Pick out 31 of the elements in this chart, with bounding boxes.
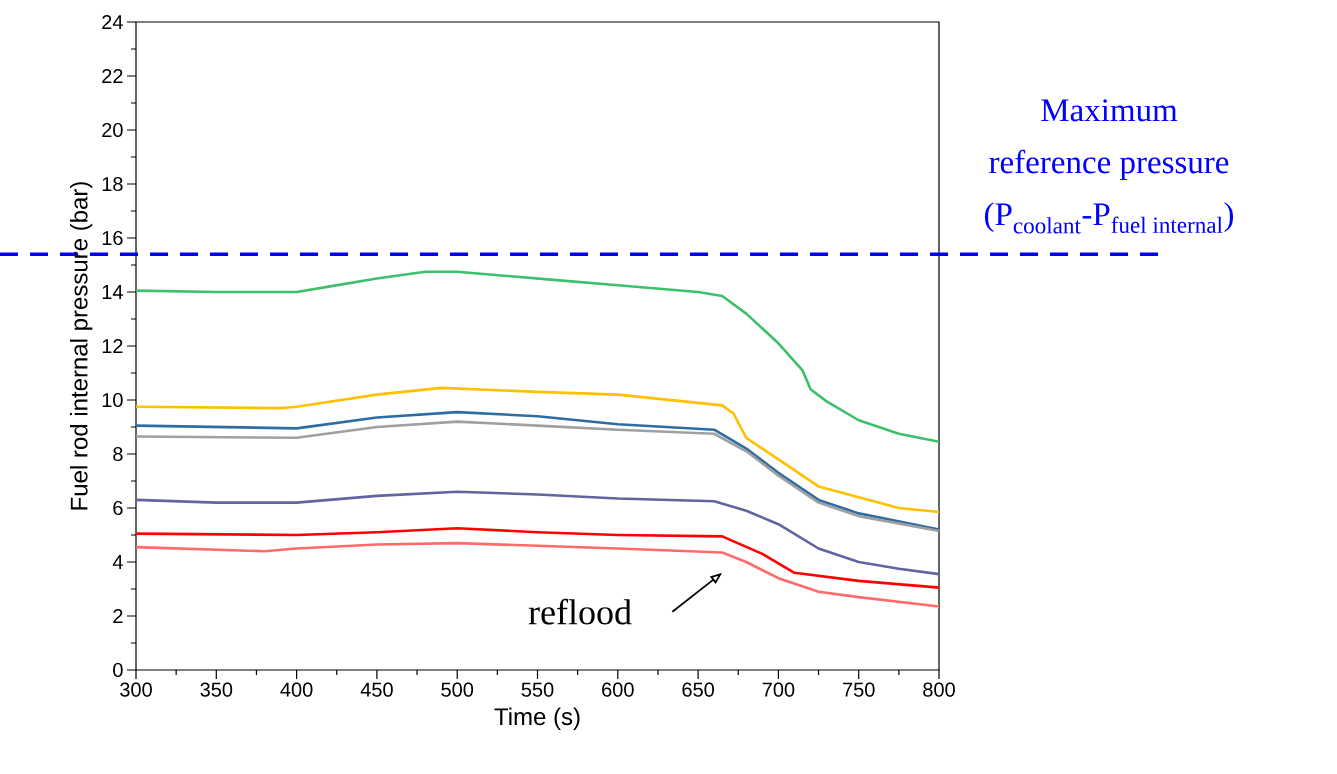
y-tick-label: 24	[102, 15, 123, 29]
y-tick-label: 0	[113, 662, 123, 678]
y-tick-label: 16	[102, 230, 123, 246]
line-series	[134, 490, 941, 576]
y-tick-label: 14	[102, 285, 123, 299]
annotation: reflood	[528, 598, 632, 625]
y-axis-title: Fuel rod internal pressure (bar)	[69, 182, 93, 510]
y-tick-label: 6	[113, 500, 123, 516]
y-tick-label: 12	[102, 339, 123, 353]
x-tick-label: 800	[923, 682, 955, 697]
x-tick-label: 550	[521, 682, 554, 697]
line-series	[134, 526, 941, 589]
ref-line-label: $\begin{array}{c}\text{Maximum}\\ \text{reference pressure}\\ \text{(P}_{\text{coolant}}\text{-P}_{\text{fuel internal}}\text{)}\end{array}$	[985, 99, 1233, 234]
y-tick-label: 8	[113, 446, 123, 462]
x-tick-label: 350	[200, 682, 233, 697]
y-tick-label: 22	[102, 69, 123, 83]
y-tick-label: 4	[112, 555, 123, 569]
x-tick-label: 500	[441, 682, 474, 697]
x-tick-label: 650	[682, 682, 714, 697]
x-axis-title: Time (s)	[494, 707, 580, 730]
line-series	[134, 386, 941, 514]
x-tick-label: 400	[280, 682, 313, 697]
x-tick-label: 600	[602, 682, 634, 697]
x-tick-label: 750	[843, 682, 875, 697]
x-tick-label: 700	[762, 682, 795, 697]
y-tick-label: 20	[102, 122, 123, 138]
y-tick-label: 18	[102, 176, 123, 192]
y-tick-label: 2	[113, 609, 123, 623]
x-tick-label: 450	[360, 682, 393, 697]
y-tick-label: 10	[102, 392, 123, 408]
x-tick-label: 300	[120, 682, 152, 697]
